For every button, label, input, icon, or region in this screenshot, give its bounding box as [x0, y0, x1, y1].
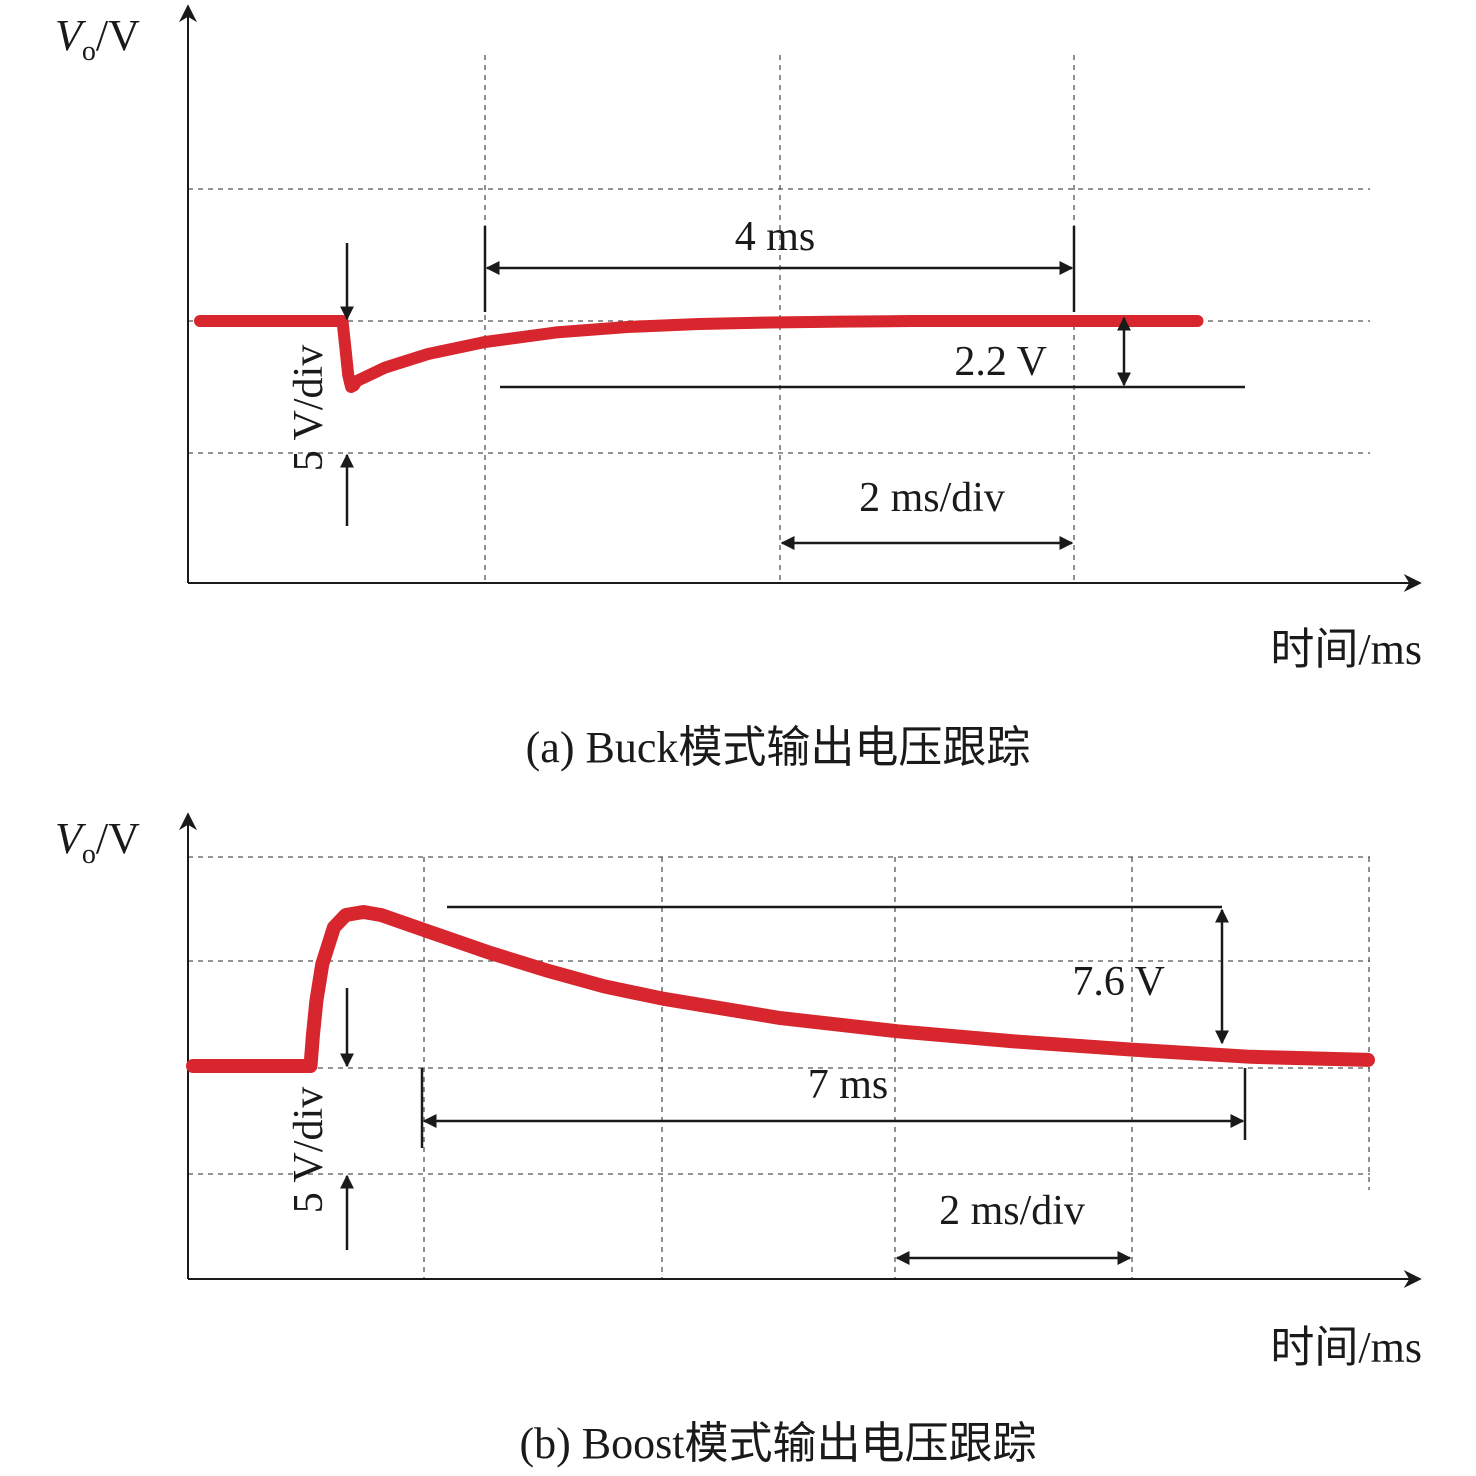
y-axis-label-b: Vo/V	[55, 814, 140, 870]
panel-a: Vo/V 时间/ms 4 ms 2.2 V 2 ms/div 5 V/div (…	[55, 4, 1422, 772]
caption-a: (a) Buck模式输出电压跟踪	[526, 723, 1031, 772]
deviation-label-b: 7.6 V	[1072, 959, 1165, 1005]
x-scale-label-b: 2 ms/div	[939, 1188, 1085, 1234]
caption-b: (b) Boost模式输出电压跟踪	[520, 1419, 1037, 1468]
x-axis-label-b: 时间/ms	[1270, 1323, 1422, 1372]
series-line-a	[194, 315, 1204, 393]
deviation-label-a: 2.2 V	[954, 339, 1047, 385]
y-scale-label-b: 5 V/div	[286, 1087, 332, 1213]
series-line-b	[186, 905, 1375, 1073]
y-scale-label-a: 5 V/div	[286, 345, 332, 471]
settling-time-label-a: 4 ms	[735, 214, 816, 260]
settling-time-label-b: 7 ms	[808, 1062, 889, 1108]
grid-b	[188, 856, 1370, 1279]
x-axis-label-a: 时间/ms	[1270, 625, 1422, 674]
panel-b: Vo/V 时间/ms 7.6 V 7 ms 2 ms/div 5 V/div (…	[55, 812, 1422, 1468]
x-scale-label-a: 2 ms/div	[859, 475, 1005, 521]
y-axis-label-a: Vo/V	[55, 11, 140, 67]
